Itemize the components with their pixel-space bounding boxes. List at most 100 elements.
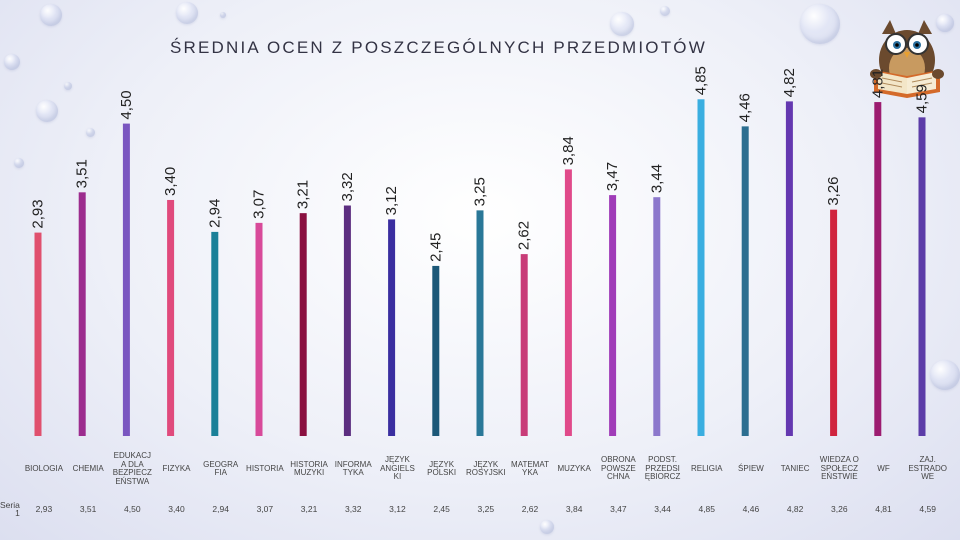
bubble-decoration xyxy=(930,360,960,390)
table-value-19: 3,26 xyxy=(831,503,848,514)
bar-16 xyxy=(697,99,705,436)
table-value-20: 4,81 xyxy=(875,503,892,514)
bubble-decoration xyxy=(660,6,670,16)
bar-15 xyxy=(653,197,661,436)
table-value-8: 3,32 xyxy=(344,503,362,514)
category-label-16: RELIGIA xyxy=(690,463,723,473)
bar-3 xyxy=(122,123,130,436)
bar-label-11: 3,25 xyxy=(472,177,489,206)
table-value-18: 4,82 xyxy=(786,503,804,514)
category-label-8: INFORMA TYKA xyxy=(334,459,372,477)
table-value-21: 4,59 xyxy=(919,503,936,514)
category-label-7: HISTORIA MUZYKI xyxy=(290,459,328,477)
category-label-10: JĘZYK POLSKI xyxy=(427,459,457,477)
bar-10 xyxy=(432,265,440,436)
table-corner-cell xyxy=(0,440,22,498)
category-label-18: TANIEC xyxy=(780,463,810,473)
table-value-11: 3,25 xyxy=(477,503,495,514)
bubble-decoration xyxy=(800,4,840,44)
table-value-5: 2,94 xyxy=(212,503,229,514)
bar-label-13: 3,84 xyxy=(560,136,577,165)
bar-label-21: 4,59 xyxy=(914,84,931,113)
category-label-20: WF xyxy=(877,463,890,473)
table-value-3: 4,50 xyxy=(124,503,141,514)
bubble-decoration xyxy=(86,128,95,137)
bar-13 xyxy=(564,169,572,436)
bubble-decoration xyxy=(4,54,20,70)
table-value-13: 3,84 xyxy=(565,503,583,514)
category-label-13: MUZYKA xyxy=(557,463,591,473)
bar-label-2: 3,51 xyxy=(74,159,91,188)
table-header-row: BIOLOGIA CHEMIA EDUKACJ A DLA BEZPIECZ EŃS… xyxy=(0,440,950,498)
bubble-decoration xyxy=(14,158,24,168)
category-label-14: OBRONA POWSZE CHNA xyxy=(601,455,636,482)
bubble-decoration xyxy=(36,100,58,122)
bar-5 xyxy=(211,231,219,436)
bar-12 xyxy=(520,254,528,436)
category-label-12: MATEMAT YKA xyxy=(511,459,549,477)
bar-label-16: 4,85 xyxy=(693,66,710,95)
bar-label-1: 2,93 xyxy=(30,199,47,228)
table-value-4: 3,40 xyxy=(168,503,185,514)
bubble-decoration xyxy=(64,82,72,90)
category-label-21: ZAJ. ESTRADO WE xyxy=(908,455,948,482)
bar-label-15: 3,44 xyxy=(648,164,665,193)
bar-label-8: 3,32 xyxy=(339,172,356,201)
data-table: BIOLOGIA CHEMIA EDUKACJ A DLA BEZPIECZ EŃS… xyxy=(0,440,950,520)
bar-label-3: 4,50 xyxy=(118,90,135,119)
owl-reading-icon xyxy=(870,20,944,98)
bar-2 xyxy=(78,192,86,436)
table-value-10: 2,45 xyxy=(433,503,450,514)
category-label-15: PODST. PRZEDSI ĘBIORCZ xyxy=(644,455,681,482)
bubble-decoration xyxy=(936,14,954,32)
category-label-9: JĘZYK ANGIELS KI xyxy=(380,455,415,482)
bar-6 xyxy=(255,222,263,436)
bar-label-17: 4,46 xyxy=(737,93,754,122)
table-value-14: 3,47 xyxy=(610,503,627,514)
table-value-6: 3,07 xyxy=(256,503,274,514)
bar-9 xyxy=(388,219,396,436)
table-value-7: 3,21 xyxy=(300,503,318,514)
bar-21 xyxy=(918,117,926,436)
table-value-15: 3,44 xyxy=(654,503,671,514)
bubble-decoration xyxy=(176,2,198,24)
bar-label-19: 3,26 xyxy=(825,176,842,205)
category-label-1: BIOLOGIA xyxy=(24,463,64,473)
bar-7 xyxy=(299,213,307,436)
table-value-17: 4,46 xyxy=(742,503,760,514)
bar-label-10: 2,45 xyxy=(427,233,444,262)
category-label-6: HISTORIA xyxy=(246,463,284,473)
chart-title: ŚREDNIA OCEN Z POSZCZEGÓLNYCH PRZEDMIOTÓ… xyxy=(170,38,707,57)
table-value-16: 4,85 xyxy=(698,503,716,514)
bar-11 xyxy=(476,210,484,436)
category-label-11: JĘZYK ROSYJSKI xyxy=(466,459,506,477)
bar-chart: 2,93 3,51 4,50 3,40 2,94 3,07 3,21 3,32 3,12 2,45… xyxy=(30,66,931,436)
category-label-5: GEOGRA FIA xyxy=(203,459,239,477)
category-label-3: EDUKACJ A DLA BEZPIECZ EŃSTWA xyxy=(112,451,152,486)
bar-14 xyxy=(609,195,617,436)
bar-20 xyxy=(874,102,882,436)
bubble-decoration xyxy=(540,520,554,534)
table-values-row: Seria 1 2,93 3,51 4,50 3,40 2,94 3,07 3,21 3,32 3… xyxy=(0,498,950,520)
category-label-19: WIEDZA O SPOŁECZ EŃSTWIE xyxy=(819,455,859,482)
bar-label-7: 3,21 xyxy=(295,180,312,209)
bubble-decoration xyxy=(220,12,226,18)
series-label: Seria 1 xyxy=(0,499,20,518)
table-value-2: 3,51 xyxy=(79,503,97,514)
bar-label-14: 3,47 xyxy=(604,162,621,191)
bubble-decoration xyxy=(610,12,634,36)
bar-18 xyxy=(785,101,793,436)
bar-4 xyxy=(167,199,175,436)
category-label-17: ŚPIEW xyxy=(738,463,764,473)
bar-label-9: 3,12 xyxy=(383,186,400,215)
table-value-9: 3,12 xyxy=(389,503,406,514)
bar-label-6: 3,07 xyxy=(251,190,268,219)
bubble-decoration xyxy=(40,4,62,26)
category-label-2: CHEMIA xyxy=(72,463,104,473)
bar-8 xyxy=(343,205,351,436)
table-value-1: 2,93 xyxy=(35,503,53,514)
bar-label-18: 4,82 xyxy=(781,68,798,97)
bar-label-12: 2,62 xyxy=(516,221,533,250)
bar-17 xyxy=(741,126,749,436)
bar-label-5: 2,94 xyxy=(206,199,223,228)
